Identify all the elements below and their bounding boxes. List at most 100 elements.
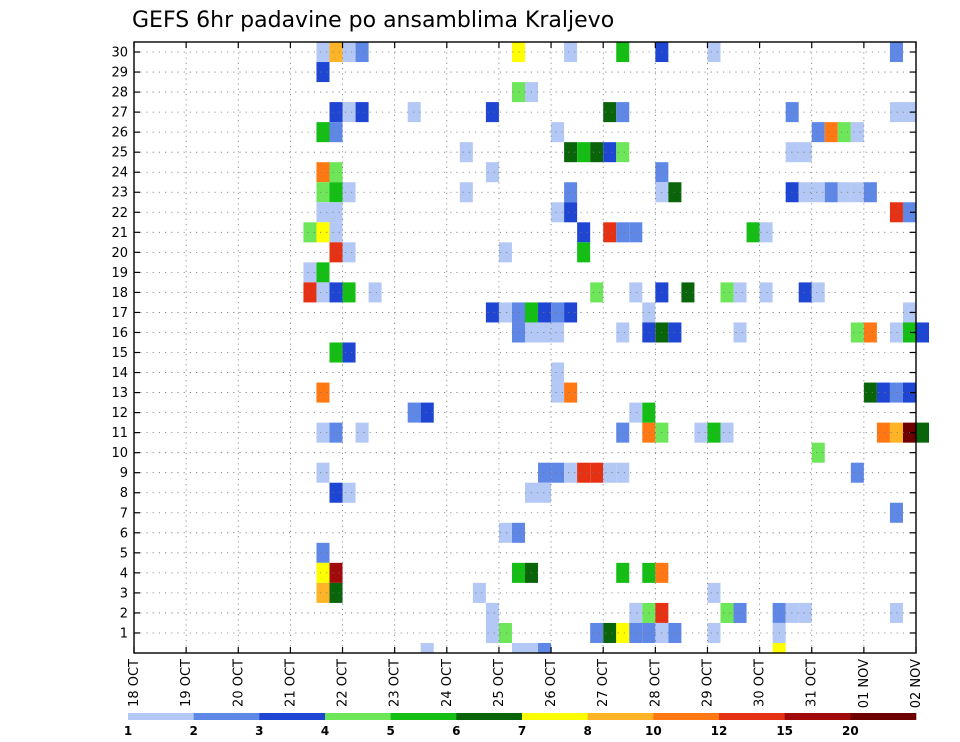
legend-level-label: 15 (776, 724, 793, 738)
precip-cell (316, 582, 330, 603)
precip-cell (329, 102, 343, 123)
precip-cell (564, 382, 578, 403)
y-tick-label: 28 (111, 86, 128, 101)
precip-cell (564, 182, 578, 203)
ensemble-cells (303, 42, 930, 653)
precip-cell (798, 182, 812, 203)
precip-cell (707, 622, 721, 643)
y-tick-label: 15 (111, 346, 128, 361)
precip-cell (316, 262, 330, 283)
precip-cell (668, 322, 682, 343)
precip-cell (459, 142, 473, 163)
y-tick-label: 13 (111, 386, 128, 401)
y-axis-member-labels: 1234567891011121314151617181920212223242… (111, 46, 128, 642)
precip-cell (329, 582, 343, 603)
legend-level-label: 10 (645, 724, 662, 738)
legend-swatch (522, 713, 588, 720)
precip-cell (329, 342, 343, 363)
legend-level-label: 4 (321, 724, 329, 738)
y-tick-label: 22 (111, 206, 128, 221)
legend-level-label: 5 (386, 724, 394, 738)
y-tick-label: 2 (120, 606, 128, 621)
legend-swatch (653, 713, 720, 720)
precip-cell (498, 242, 512, 263)
x-tick-label: 28 OCT (648, 659, 663, 707)
y-tick-label: 6 (120, 526, 128, 541)
y-tick-label: 4 (120, 566, 128, 581)
precip-cell (616, 142, 630, 163)
legend-swatch (128, 713, 194, 720)
precip-cell (603, 142, 617, 163)
precip-cell (837, 182, 851, 203)
precip-cell (316, 542, 330, 563)
x-tick-label: 29 OCT (700, 659, 715, 707)
y-tick-label: 25 (111, 146, 128, 161)
precip-cell (603, 622, 617, 643)
precip-cell (863, 382, 877, 403)
y-tick-label: 8 (120, 486, 128, 501)
precip-cell (616, 622, 630, 643)
precip-cell (329, 162, 343, 183)
precip-cell (342, 282, 356, 303)
precip-cell (329, 202, 343, 223)
precip-cell (551, 382, 565, 403)
precip-cell (616, 562, 630, 583)
precip-cell (707, 422, 721, 443)
x-tick-label: 21 OCT (283, 659, 298, 707)
precip-cell (850, 462, 864, 483)
precip-cell (759, 282, 773, 303)
y-tick-label: 14 (111, 366, 128, 381)
precip-cell (316, 182, 330, 203)
precip-cell (316, 382, 330, 403)
precip-cell (538, 302, 552, 323)
precip-cell (564, 202, 578, 223)
precip-cell (629, 622, 643, 643)
chart-title: GEFS 6hr padavine po ansamblima Kraljevo (132, 8, 614, 33)
precip-cell (303, 262, 317, 283)
precip-cell (498, 522, 512, 543)
precip-cell (837, 122, 851, 143)
precip-cell (316, 422, 330, 443)
y-tick-label: 30 (111, 46, 128, 61)
precip-cell (590, 142, 604, 163)
x-tick-label: 23 OCT (388, 659, 403, 707)
precip-cell (551, 122, 565, 143)
legend-swatch (325, 713, 391, 720)
y-tick-label: 10 (111, 446, 128, 461)
plot-frame-and-ticks (133, 41, 917, 654)
x-tick-label: 26 OCT (544, 659, 559, 707)
y-tick-label: 23 (111, 186, 128, 201)
precip-cell (329, 562, 343, 583)
precip-cell (681, 282, 695, 303)
y-tick-label: 3 (120, 586, 128, 601)
precip-cell (316, 462, 330, 483)
precip-cell (889, 42, 903, 63)
dotted-grid (134, 42, 916, 653)
precip-cell (329, 282, 343, 303)
precip-cell (342, 482, 356, 503)
precip-cell (850, 322, 864, 343)
y-tick-label: 21 (111, 226, 128, 241)
precip-cell (733, 602, 747, 623)
legend-level-label: 12 (711, 724, 728, 738)
precip-cell (485, 602, 499, 623)
precip-cell (577, 462, 591, 483)
legend-swatch (259, 713, 326, 720)
precip-cell (811, 182, 825, 203)
precip-cell (407, 402, 421, 423)
precip-cell (889, 502, 903, 523)
legend-level-label: 3 (255, 724, 263, 738)
legend-swatch (587, 713, 654, 720)
y-tick-label: 27 (111, 106, 128, 121)
precip-cell (629, 282, 643, 303)
precip-cell (329, 422, 343, 443)
precip-cell (720, 422, 734, 443)
precip-cell (616, 222, 630, 243)
x-tick-label: 25 OCT (492, 659, 507, 707)
precip-cell (824, 182, 838, 203)
precip-cell (551, 322, 565, 343)
precip-cell (863, 182, 877, 203)
precip-cell (577, 242, 591, 263)
precip-cell (668, 622, 682, 643)
